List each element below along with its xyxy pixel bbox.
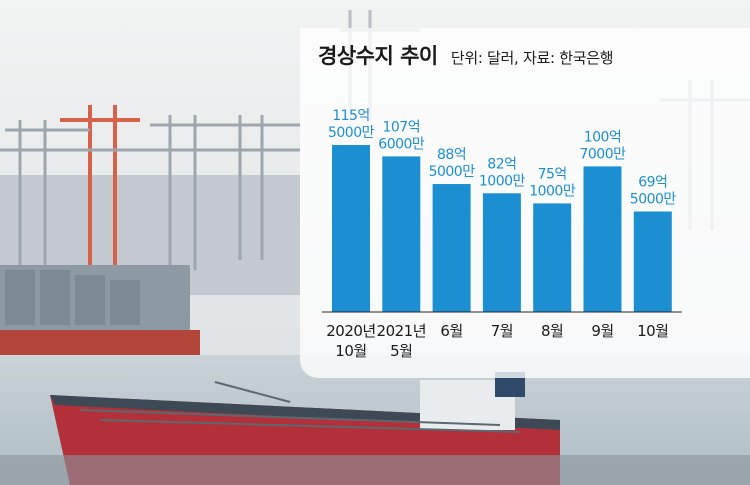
bar xyxy=(633,211,672,312)
data-label: 69억 xyxy=(638,175,667,191)
chart-unit-source: 단위: 달러, 자료: 한국은행 xyxy=(450,49,614,67)
data-label: 100억 xyxy=(584,129,622,145)
bar xyxy=(382,156,421,312)
x-tick-label: 5월 xyxy=(390,342,412,360)
chart-panel xyxy=(300,28,750,378)
x-tick-label: 6월 xyxy=(440,322,462,340)
chart-header: 경상수지 추이 단위: 달러, 자료: 한국은행 xyxy=(318,40,614,70)
x-tick-label: 10월 xyxy=(637,322,668,340)
data-label: 75억 xyxy=(538,166,567,182)
bar xyxy=(332,145,370,312)
data-label: 5000만 xyxy=(630,192,677,208)
x-tick-label: 9월 xyxy=(591,322,613,340)
data-label: 6000만 xyxy=(378,136,425,152)
data-label: 88억 xyxy=(437,147,466,163)
chart-title: 경상수지 추이 xyxy=(318,44,438,68)
data-label: 82억 xyxy=(487,156,516,172)
data-label: 1000만 xyxy=(529,183,576,199)
data-label: 5000만 xyxy=(429,164,476,180)
x-tick-label: 10월 xyxy=(335,342,366,360)
x-tick-label: 7월 xyxy=(491,322,513,340)
bar xyxy=(583,166,622,312)
data-label: 1000만 xyxy=(479,173,526,189)
bar xyxy=(533,203,572,312)
data-label: 107억 xyxy=(382,119,420,135)
data-label: 7000만 xyxy=(579,146,626,162)
data-label: 5000만 xyxy=(328,125,375,141)
x-tick-label: 2021년 xyxy=(377,322,426,340)
x-tick-label: 2020년 xyxy=(326,322,375,340)
x-tick-label: 8월 xyxy=(541,322,563,340)
bar xyxy=(482,193,521,312)
data-label: 115억 xyxy=(332,108,370,124)
bar xyxy=(432,184,471,312)
